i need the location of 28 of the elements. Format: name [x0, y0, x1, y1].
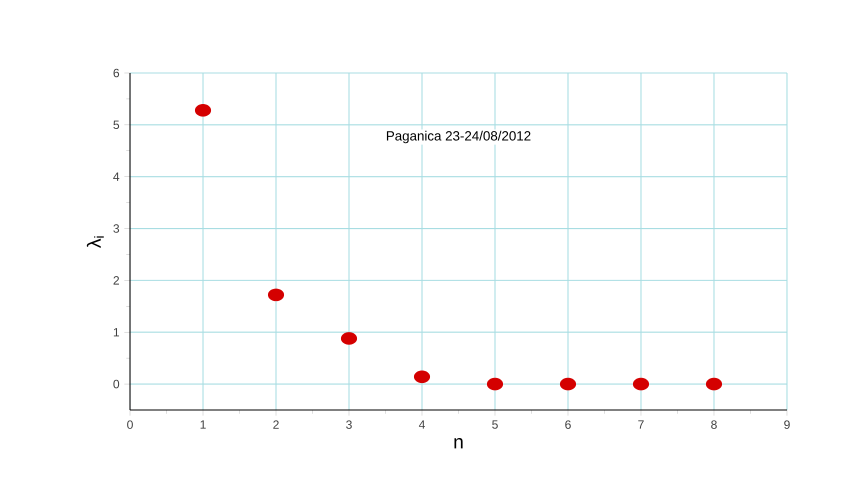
x-tick-label: 5	[492, 420, 498, 429]
annotation: Paganica 23-24/08/2012	[386, 130, 530, 144]
point	[486, 378, 504, 390]
point	[414, 370, 430, 384]
x-tick-label: 1	[200, 420, 206, 429]
point	[340, 332, 358, 345]
x-tick-label: 0	[127, 420, 133, 429]
x-tick-label: 6	[565, 420, 571, 429]
y-tick-label: 1	[114, 328, 120, 336]
y-tick-label: 4	[113, 172, 120, 181]
x-tick-label: 2	[273, 420, 279, 429]
point	[194, 104, 212, 117]
x-tick-label: 4	[418, 420, 425, 429]
x-tick-label: 9	[784, 420, 790, 429]
point	[706, 378, 722, 390]
point	[560, 378, 576, 390]
x-tick-label: 8	[711, 420, 717, 429]
x-tick-label: 3	[346, 420, 352, 429]
point	[268, 288, 284, 302]
y-tick-label: 5	[113, 120, 120, 130]
y-tick-label: 6	[114, 68, 120, 78]
y-tick-label: 0	[113, 380, 120, 388]
point	[632, 378, 650, 390]
x-axis-title: n	[454, 438, 463, 448]
x-tick-label: 7	[638, 420, 644, 429]
y-axis-title: λ$_{i}$	[86, 236, 104, 248]
y-tick-label: 2	[114, 276, 119, 285]
y-tick-label: 3	[113, 224, 120, 233]
